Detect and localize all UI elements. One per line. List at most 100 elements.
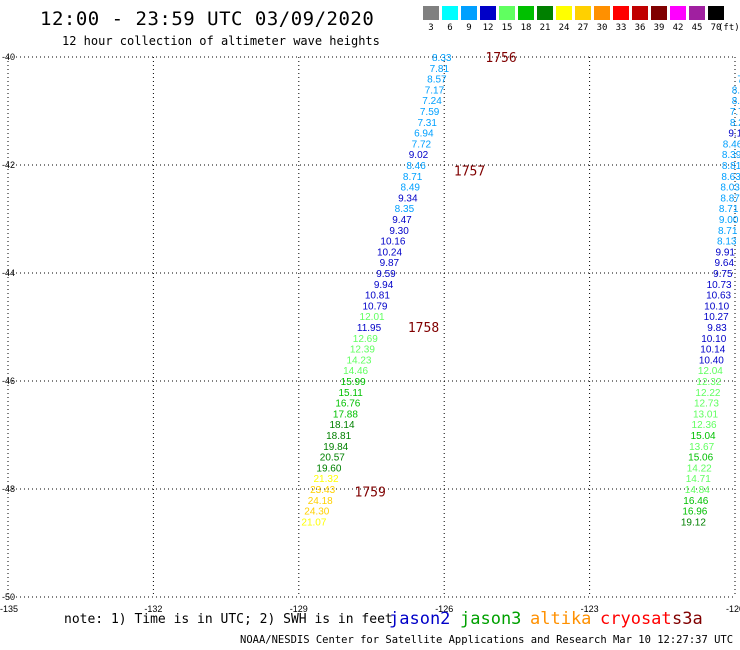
legend-swatch — [442, 6, 458, 20]
lon-label: -126 — [435, 604, 453, 614]
wave-height-value: 23.43 — [310, 485, 335, 496]
legend-swatch — [480, 6, 496, 20]
wave-height-value: 8.13 — [717, 237, 737, 248]
lon-label: -129 — [290, 604, 308, 614]
wave-height-value: 9.94 — [374, 280, 394, 291]
lon-label: -123 — [581, 604, 599, 614]
lat-label: -42 — [2, 160, 15, 170]
wave-height-value: 7.59 — [420, 107, 440, 118]
wave-height-value: 10.16 — [380, 237, 405, 248]
legend-label: 12 — [482, 23, 494, 33]
wave-height-value: 6.94 — [414, 129, 434, 140]
legend-swatch — [708, 6, 724, 20]
map-subtitle: 12 hour collection of altimeter wave hei… — [62, 34, 380, 48]
wave-height-value: 9.75 — [713, 269, 733, 280]
wave-height-value: 7.17 — [425, 85, 445, 96]
wave-height-value: 10.81 — [365, 291, 390, 302]
wave-height-value: 14.22 — [687, 463, 712, 474]
satellite-s3a: s3a — [672, 609, 703, 629]
wave-height-value: 21.07 — [301, 517, 326, 528]
legend-swatch — [499, 6, 515, 20]
legend-label: 45 — [691, 23, 703, 33]
legend-label: 3 — [428, 23, 434, 33]
lon-label: -132 — [144, 604, 162, 614]
legend-swatch — [575, 6, 591, 20]
wave-height-value: 21.32 — [314, 474, 339, 485]
wave-height-value: 12.69 — [353, 334, 378, 345]
time-label: 1758 — [408, 321, 439, 336]
wave-height-value: 14.71 — [686, 474, 711, 485]
wave-height-value: 19.84 — [323, 442, 348, 453]
wave-height-value: 9.02 — [409, 150, 429, 161]
legend-swatch — [556, 6, 572, 20]
wave-height-value: 10.24 — [377, 247, 402, 258]
wave-height-value: 7.31 — [417, 118, 437, 129]
west-track: 8.337.818.577.177.247.597.316.947.729.02… — [301, 53, 452, 528]
wave-height-value: 19.12 — [681, 517, 706, 528]
satellite-jason2: jason2 — [389, 609, 451, 629]
legend-label: 42 — [672, 23, 684, 33]
wave-height-value: 10.10 — [701, 334, 726, 345]
wave-height-value: 14.84 — [685, 485, 710, 496]
wave-height-value: 19.60 — [316, 463, 341, 474]
wave-height-value: 8.39 — [722, 150, 740, 161]
wave-height-value: 8.46 — [723, 139, 740, 150]
time-label: 1759 — [355, 486, 386, 501]
wave-height-value: 16.76 — [335, 399, 360, 410]
wave-height-value: 15.06 — [688, 453, 713, 464]
time-labels: 1756175717581759141420 — [355, 51, 517, 501]
legend-label: 33 — [615, 23, 627, 33]
wave-height-value: 18.81 — [326, 431, 351, 442]
legend-swatch — [689, 6, 705, 20]
wave-height-value: 16.96 — [682, 507, 707, 518]
legend-swatch — [423, 6, 439, 20]
east-track: 7.7.7.8.48.17.78.29.18.468.398.818.638.0… — [681, 53, 740, 528]
wave-height-value: 8.63 — [721, 172, 740, 183]
legend-label: 6 — [447, 23, 453, 33]
legend-label: 30 — [596, 23, 608, 33]
wave-height-value: 9.1 — [728, 129, 740, 140]
wave-height-value: 16.46 — [683, 496, 708, 507]
legend-swatch — [670, 6, 686, 20]
wave-height-value: 9.34 — [398, 193, 418, 204]
wave-height-value: 7. — [737, 75, 740, 86]
legend-label: 9 — [466, 23, 472, 33]
legend-label: 24 — [558, 23, 570, 33]
wave-height-value: 7.24 — [422, 96, 442, 107]
wave-height-value: 8.87 — [720, 193, 740, 204]
wave-height-value: 8.81 — [722, 161, 740, 172]
lat-label: -48 — [2, 484, 15, 494]
legend-swatch — [461, 6, 477, 20]
wave-height-value: 15.99 — [341, 377, 366, 388]
map-title: 12:00 - 23:59 UTC 03/09/2020 — [40, 8, 375, 30]
wave-height-value: 8.03 — [720, 183, 740, 194]
wave-height-value: 10.63 — [706, 291, 731, 302]
wave-height-value: 10.40 — [699, 355, 724, 366]
lon-label: -120 — [726, 604, 740, 614]
wave-height-value: 15.11 — [338, 388, 363, 399]
wave-height-value: 12.73 — [694, 399, 719, 410]
wave-height-value: 18.14 — [330, 420, 355, 431]
wave-height-value: 10.73 — [707, 280, 732, 291]
wave-height-value: 9.64 — [715, 258, 735, 269]
wave-height-value: 13.01 — [693, 409, 718, 420]
time-label: 1757 — [454, 164, 485, 179]
lat-label: -40 — [2, 52, 15, 62]
units-note: note: 1) Time is in UTC; 2) SWH is in fe… — [64, 612, 393, 627]
legend-swatch — [651, 6, 667, 20]
wave-height-value: 13.67 — [689, 442, 714, 453]
lat-label: -50 — [2, 592, 15, 602]
satellite-altika: altika — [530, 609, 592, 629]
wave-height-value: 8.71 — [719, 204, 739, 215]
wave-height-value: 12.01 — [360, 312, 385, 323]
wave-height-value: 8.49 — [400, 183, 420, 194]
wave-height-value: 8.46 — [406, 161, 426, 172]
wave-height-value: 9.87 — [380, 258, 400, 269]
wave-height-value: 14.23 — [346, 355, 371, 366]
wave-height-value: 12.32 — [696, 377, 721, 388]
legend-label: 15 — [501, 23, 513, 33]
wave-height-value: 8.1 — [732, 96, 740, 107]
wave-height-value: 10.14 — [700, 345, 725, 356]
wave-height-value: 12.04 — [698, 366, 723, 377]
wave-height-value: 8.71 — [403, 172, 423, 183]
